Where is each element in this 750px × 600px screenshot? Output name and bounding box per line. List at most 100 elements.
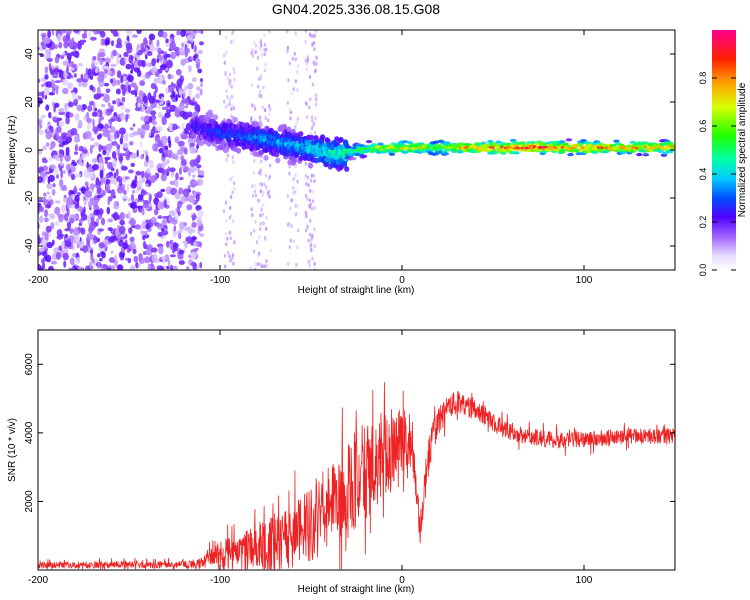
spectrogram-cell bbox=[176, 30, 181, 36]
spectrogram-cell bbox=[138, 194, 144, 200]
spectrogram-cell bbox=[267, 176, 271, 181]
spectrogram-cell bbox=[76, 242, 81, 249]
spectrogram-cell bbox=[93, 235, 98, 244]
spectrogram-cell bbox=[305, 67, 308, 72]
spectrogram-cell bbox=[140, 81, 145, 85]
spectrogram-cell bbox=[179, 176, 184, 181]
spectrogram-cell bbox=[72, 214, 79, 220]
spectrogram-cell bbox=[195, 30, 202, 34]
spectrogram-cell bbox=[99, 115, 104, 121]
spectrogram-cell bbox=[193, 111, 199, 117]
spectrogram-cell bbox=[45, 142, 50, 147]
spectrogram-cell bbox=[88, 222, 96, 231]
spectrogram-cell bbox=[56, 229, 63, 237]
spectrogram-cell bbox=[288, 171, 291, 176]
spectrogram-cell bbox=[147, 244, 153, 250]
spectrogram-cell bbox=[251, 82, 254, 87]
spectrogram-cell bbox=[231, 253, 235, 258]
spectrogram-cell bbox=[286, 222, 289, 227]
spectrogram-cell bbox=[196, 265, 200, 270]
spectrogram-cell bbox=[166, 154, 173, 158]
spectrogram-cell bbox=[86, 117, 92, 124]
spectrogram-cell bbox=[44, 94, 47, 100]
spectrogram-cell bbox=[265, 185, 268, 190]
spectrogram-cell bbox=[182, 92, 186, 98]
spectrogram-cell bbox=[180, 30, 186, 38]
spectrogram-cell bbox=[254, 267, 257, 270]
spectrogram-cell bbox=[192, 241, 198, 247]
spectrogram-cell bbox=[150, 216, 157, 224]
spectrogram-cell bbox=[63, 170, 66, 174]
spectrogram-cell bbox=[135, 170, 142, 176]
spectrogram-cell bbox=[89, 183, 96, 190]
spectrogram-cell bbox=[62, 252, 69, 261]
spectrogram-cell bbox=[156, 223, 162, 228]
spectrogram-cell bbox=[295, 262, 298, 267]
spectrogram-cell bbox=[52, 183, 56, 188]
spectrogram-cell bbox=[96, 86, 101, 96]
x-tick-label: 100 bbox=[576, 275, 593, 286]
spectrogram-cell bbox=[225, 242, 228, 247]
spectrogram-cell bbox=[148, 72, 153, 76]
spectrogram-cell bbox=[48, 174, 55, 182]
spectrogram-cell bbox=[199, 262, 203, 269]
spectrogram-cell bbox=[229, 195, 233, 200]
spectrogram-cell bbox=[130, 82, 137, 88]
spectrogram-cell bbox=[63, 248, 69, 255]
spectrogram-cell bbox=[135, 189, 138, 194]
spectrogram-cell bbox=[124, 56, 128, 64]
spectrogram-cell bbox=[314, 69, 317, 74]
spectrogram-cell bbox=[44, 217, 49, 223]
spectrogram-cell bbox=[39, 124, 42, 129]
spectrogram-cell bbox=[224, 264, 227, 269]
spectrogram-cell bbox=[228, 72, 232, 77]
spectrogram-cell bbox=[267, 189, 271, 194]
spectrogram-cell bbox=[125, 113, 128, 123]
spectrogram-cell bbox=[119, 137, 124, 145]
spectrogram-cell bbox=[38, 149, 43, 155]
spectrogram-cell bbox=[94, 107, 98, 112]
spectrogram-cell bbox=[65, 116, 70, 125]
spectrogram-cell bbox=[250, 207, 253, 212]
spectrogram-cell bbox=[84, 181, 89, 187]
spectrogram-cell bbox=[260, 207, 263, 212]
spectrogram-cell bbox=[120, 75, 124, 84]
spectrogram-cell bbox=[53, 166, 59, 176]
spectrogram-cell bbox=[166, 54, 171, 58]
spectrogram-cell bbox=[98, 133, 103, 138]
spectrogram-cell bbox=[58, 149, 63, 155]
spectrogram-cell bbox=[158, 201, 165, 208]
spectrogram-cell bbox=[161, 106, 169, 111]
x-tick-label: -100 bbox=[210, 275, 230, 286]
spectrogram-cell bbox=[51, 87, 56, 94]
spectrogram-cell bbox=[260, 43, 263, 48]
spectrogram-cell bbox=[145, 248, 153, 256]
colorbar-tick-label: 0.2 bbox=[698, 216, 708, 229]
snr-series-line bbox=[38, 382, 675, 570]
spectrogram-cell bbox=[103, 82, 110, 87]
spectrogram-cell bbox=[129, 127, 134, 131]
spectrogram-cell bbox=[268, 30, 271, 34]
spectrogram-cell bbox=[151, 58, 156, 67]
spectrogram-cell bbox=[82, 245, 88, 253]
spectrogram-cell bbox=[178, 167, 183, 175]
spectrogram-cell bbox=[294, 31, 297, 36]
spectrogram-cell bbox=[254, 193, 258, 198]
spectrogram-cell bbox=[51, 65, 55, 70]
spectrogram-cell bbox=[180, 155, 185, 162]
spectrogram-cell bbox=[577, 143, 584, 147]
spectrogram-cell bbox=[213, 114, 219, 120]
spectrogram-cell bbox=[230, 114, 233, 119]
spectrogram-cell bbox=[257, 262, 260, 266]
spectrogram-cell bbox=[442, 152, 450, 156]
spectrogram-cell bbox=[135, 261, 139, 269]
spectrogram-cell bbox=[153, 197, 160, 206]
spectrogram-cell bbox=[297, 228, 300, 233]
spectrogram-cell bbox=[229, 258, 232, 263]
spectrogram-cell bbox=[165, 240, 170, 248]
spectrogram-x-label: Height of straight line (km) bbox=[298, 285, 415, 296]
spectrogram-cell bbox=[274, 151, 280, 158]
spectrogram-cell bbox=[129, 218, 136, 226]
spectrogram-cell bbox=[78, 82, 82, 88]
spectrogram-cell bbox=[172, 83, 177, 89]
